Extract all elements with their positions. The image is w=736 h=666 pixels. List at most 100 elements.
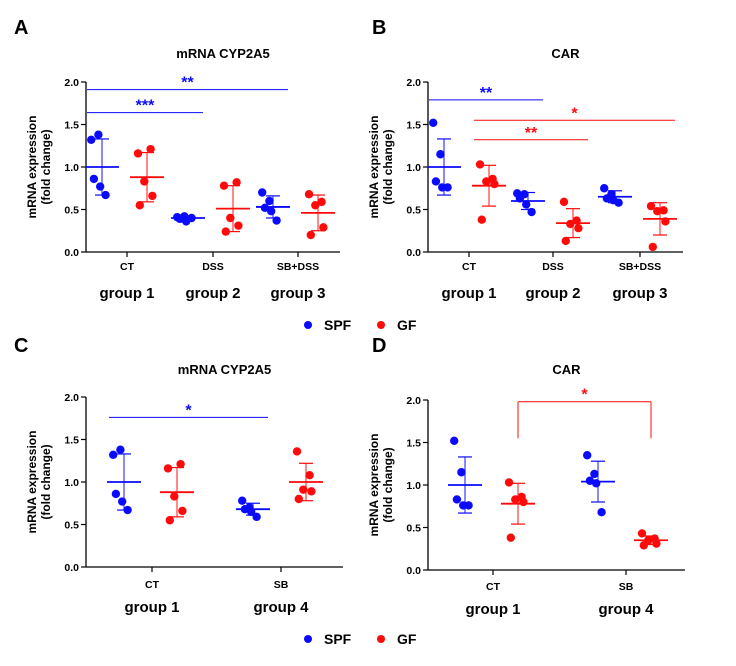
data-point-gf xyxy=(477,215,486,224)
y-tick-label: 2.0 xyxy=(64,392,79,404)
data-point-gf xyxy=(504,478,514,487)
y-axis-label: mRNA expression(fold change) xyxy=(25,431,53,534)
data-point-spf xyxy=(111,489,121,499)
group-label: group 4 xyxy=(599,601,655,618)
data-point-spf xyxy=(452,495,462,504)
x-tick-label: SB xyxy=(619,581,634,593)
data-point-spf xyxy=(450,436,459,445)
x-tick-label: SB+DSS xyxy=(619,261,661,273)
x-tick-label: CT xyxy=(120,261,135,273)
data-point-spf xyxy=(116,445,125,454)
data-point-gf xyxy=(475,160,485,169)
group-label: group 1 xyxy=(125,599,180,616)
x-tick-label: CT xyxy=(462,261,477,273)
group-label: group 3 xyxy=(271,285,326,302)
legend-label: GF xyxy=(397,317,417,333)
data-point-gf xyxy=(307,487,316,496)
legend-label: SPF xyxy=(324,631,352,647)
x-tick-label: CT xyxy=(486,581,501,593)
data-point-gf xyxy=(490,179,499,189)
y-tick-label: 0.5 xyxy=(64,520,79,532)
data-point-gf xyxy=(232,178,241,187)
y-tick-label: 0.0 xyxy=(64,562,79,574)
data-point-spf xyxy=(109,450,118,459)
chart-title: CAR xyxy=(552,362,581,377)
data-point-spf xyxy=(258,188,267,197)
legend: SPF GF xyxy=(304,631,417,647)
data-point-gf xyxy=(178,506,187,516)
data-point-gf xyxy=(304,190,314,199)
y-tick-label: 0.0 xyxy=(64,247,79,259)
panel-D: D CAR 0.0 0.5 1.0 1.5 2.0 mRNA expression(fold … xyxy=(367,335,685,618)
data-point-gf xyxy=(305,471,314,480)
data-point-spf xyxy=(527,207,536,217)
data-point-spf xyxy=(592,479,601,488)
data-point-gf xyxy=(163,464,173,473)
significance-label: * xyxy=(571,105,578,122)
legend-label: SPF xyxy=(324,317,352,333)
data-point-spf xyxy=(436,150,445,159)
chart-title: mRNA CYP2A5 xyxy=(178,362,271,377)
data-point-gf xyxy=(306,230,315,240)
data-point-gf xyxy=(646,201,656,211)
y-tick-label: 0.5 xyxy=(64,205,79,217)
data-point-gf xyxy=(133,149,143,158)
group-label: group 2 xyxy=(186,285,241,302)
group-label: group 2 xyxy=(526,285,581,302)
x-tick-label: SB+DSS xyxy=(277,261,319,273)
data-point-spf xyxy=(600,184,609,193)
y-tick-label: 2.0 xyxy=(64,77,79,89)
data-point-spf xyxy=(443,183,452,192)
group-label: group 3 xyxy=(613,285,668,302)
y-axis-label: mRNA expression(fold change) xyxy=(25,116,53,219)
data-point-gf xyxy=(146,144,155,154)
data-point-spf xyxy=(272,216,281,225)
group-label: group 1 xyxy=(100,285,155,302)
y-tick-label: 0.5 xyxy=(406,523,421,535)
legend-marker-gf xyxy=(377,635,385,643)
data-point-spf xyxy=(522,200,531,209)
panel-letter: D xyxy=(372,335,386,357)
group-label: group 1 xyxy=(442,285,497,302)
data-point-spf xyxy=(597,508,606,517)
data-point-gf xyxy=(140,177,149,186)
data-point-gf xyxy=(574,224,583,233)
y-axis-label: mRNA expression(fold change) xyxy=(367,116,395,219)
data-point-spf xyxy=(101,190,110,200)
y-tick-label: 1.0 xyxy=(64,477,79,489)
data-point-gf xyxy=(170,492,179,501)
chart-title: CAR xyxy=(551,46,580,61)
data-point-gf xyxy=(234,221,243,230)
panel-letter: B xyxy=(372,17,386,39)
legend-marker-gf xyxy=(377,321,385,329)
data-point-gf xyxy=(511,495,520,504)
data-point-gf xyxy=(652,539,661,548)
data-point-gf xyxy=(648,242,657,252)
y-tick-label: 1.5 xyxy=(64,435,79,447)
y-tick-label: 1.5 xyxy=(406,438,421,450)
legend-label: GF xyxy=(397,631,417,647)
data-point-spf xyxy=(583,451,592,460)
data-point-spf xyxy=(431,177,441,186)
significance-label: * xyxy=(185,402,192,419)
y-axis-label: mRNA expression(fold change) xyxy=(367,434,395,537)
data-point-gf xyxy=(219,181,229,190)
data-point-spf xyxy=(96,182,105,191)
data-point-gf xyxy=(319,223,328,232)
y-tick-label: 1.0 xyxy=(64,162,79,174)
data-point-spf xyxy=(265,196,274,206)
x-tick-label: DSS xyxy=(542,261,564,273)
data-point-gf xyxy=(561,236,570,246)
x-tick-label: CT xyxy=(145,579,160,591)
data-point-gf xyxy=(221,227,230,236)
data-point-spf xyxy=(123,505,132,515)
data-point-spf xyxy=(118,497,127,506)
data-point-spf xyxy=(94,130,103,139)
significance-label: ** xyxy=(525,125,538,142)
data-point-spf xyxy=(252,512,261,522)
data-point-spf xyxy=(87,135,96,144)
data-point-gf xyxy=(311,201,320,210)
